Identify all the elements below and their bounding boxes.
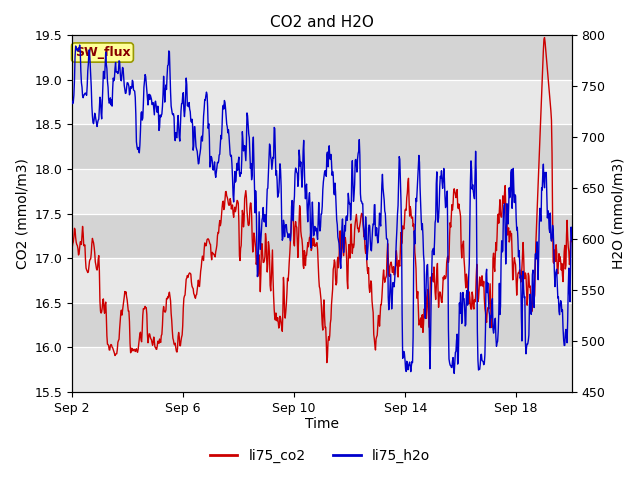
Bar: [72, 258, 572, 303]
Legend: li75_co2, li75_h2o: li75_co2, li75_h2o: [204, 443, 436, 468]
Title: CO2 and H2O: CO2 and H2O: [270, 15, 374, 30]
Bar: [72, 80, 572, 124]
Bar: [72, 348, 572, 392]
Bar: [72, 124, 572, 169]
Bar: [72, 36, 572, 80]
X-axis label: Time: Time: [305, 418, 339, 432]
Bar: [72, 214, 572, 258]
Text: SW_flux: SW_flux: [75, 46, 131, 59]
Y-axis label: H2O (mmol/m3): H2O (mmol/m3): [611, 158, 625, 269]
Y-axis label: CO2 (mmol/m3): CO2 (mmol/m3): [15, 158, 29, 269]
Bar: [72, 303, 572, 348]
Bar: [72, 169, 572, 214]
